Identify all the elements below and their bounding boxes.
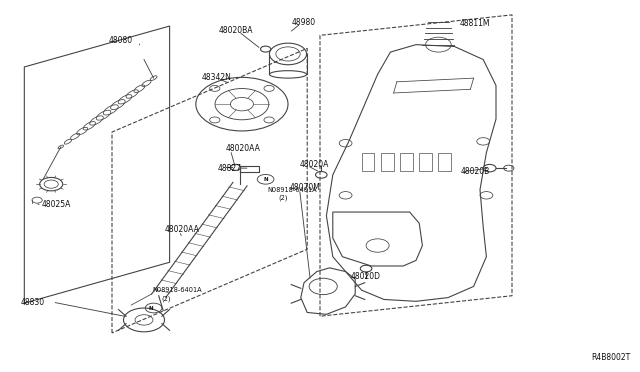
Text: N: N [148,305,153,311]
Text: N08918-6401A: N08918-6401A [152,287,202,293]
Text: N08918-6401A: N08918-6401A [268,187,317,193]
Text: 48080: 48080 [109,36,133,45]
Bar [438,153,451,171]
Text: 48980: 48980 [291,18,316,27]
Text: 48020B: 48020B [461,167,490,176]
Text: 48020D: 48020D [351,272,381,280]
Text: (2): (2) [161,295,171,302]
Text: 48020AA: 48020AA [225,144,260,153]
Text: 48020A: 48020A [300,160,329,169]
Text: 48811M: 48811M [460,19,490,28]
Text: R4B8002T: R4B8002T [591,353,630,362]
Bar [381,153,394,171]
Text: 48830: 48830 [21,298,45,307]
Text: 48020AA: 48020AA [165,225,200,234]
Bar [419,153,432,171]
Bar [362,153,374,171]
Text: 48342N: 48342N [202,73,232,82]
Bar [400,153,413,171]
Text: 48827: 48827 [218,164,242,173]
Text: N: N [263,177,268,182]
Text: 48025A: 48025A [42,200,71,209]
Text: (2): (2) [278,195,288,201]
Text: 48070M: 48070M [289,183,320,192]
Text: 48020BA: 48020BA [219,26,253,35]
